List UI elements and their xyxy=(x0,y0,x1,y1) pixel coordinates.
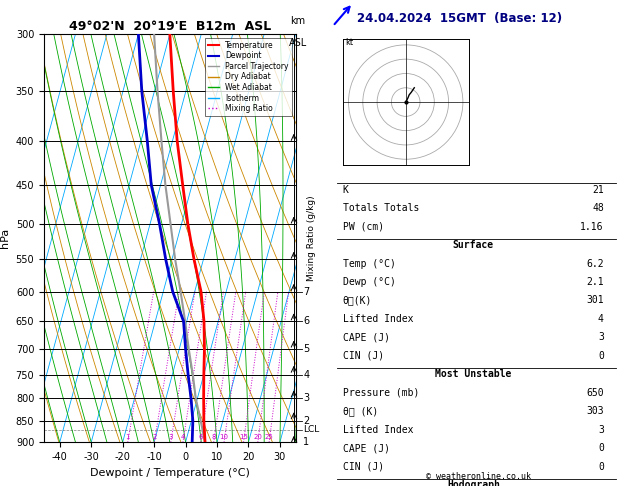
Text: Temp (°C): Temp (°C) xyxy=(343,259,396,269)
Text: km: km xyxy=(291,16,306,26)
Text: 650: 650 xyxy=(586,388,604,398)
Text: Most Unstable: Most Unstable xyxy=(435,369,511,380)
Text: 1.16: 1.16 xyxy=(581,222,604,232)
Text: 21: 21 xyxy=(592,185,604,195)
Text: 5: 5 xyxy=(303,344,309,354)
Y-axis label: hPa: hPa xyxy=(0,228,10,248)
Text: Pressure (mb): Pressure (mb) xyxy=(343,388,419,398)
Text: 24.04.2024  15GMT  (Base: 12): 24.04.2024 15GMT (Base: 12) xyxy=(357,12,562,25)
Text: Surface: Surface xyxy=(453,240,494,250)
Text: 15: 15 xyxy=(239,434,248,440)
Text: 1: 1 xyxy=(303,437,309,447)
Text: CIN (J): CIN (J) xyxy=(343,351,384,361)
Text: 7: 7 xyxy=(303,287,309,296)
Text: 301: 301 xyxy=(586,295,604,306)
Text: Lifted Index: Lifted Index xyxy=(343,425,413,435)
Text: 6: 6 xyxy=(198,434,203,440)
Text: 3: 3 xyxy=(598,332,604,343)
Text: 0: 0 xyxy=(598,462,604,472)
X-axis label: Dewpoint / Temperature (°C): Dewpoint / Temperature (°C) xyxy=(90,468,250,478)
Text: 3: 3 xyxy=(598,425,604,435)
Text: LCL: LCL xyxy=(303,425,320,434)
Text: 48: 48 xyxy=(592,203,604,213)
Text: PW (cm): PW (cm) xyxy=(343,222,384,232)
Text: 4: 4 xyxy=(181,434,185,440)
Text: θᴄ(K): θᴄ(K) xyxy=(343,295,372,306)
Title: 49°02'N  20°19'E  B12m  ASL: 49°02'N 20°19'E B12m ASL xyxy=(69,20,271,33)
Text: CAPE (J): CAPE (J) xyxy=(343,443,390,453)
Text: 2: 2 xyxy=(152,434,157,440)
Text: 303: 303 xyxy=(586,406,604,417)
Text: Lifted Index: Lifted Index xyxy=(343,314,413,324)
Legend: Temperature, Dewpoint, Parcel Trajectory, Dry Adiabat, Wet Adiabat, Isotherm, Mi: Temperature, Dewpoint, Parcel Trajectory… xyxy=(204,38,292,116)
Text: 6: 6 xyxy=(303,316,309,326)
Text: CIN (J): CIN (J) xyxy=(343,462,384,472)
Text: 3: 3 xyxy=(303,394,309,403)
Text: 6.2: 6.2 xyxy=(586,259,604,269)
Text: 2.1: 2.1 xyxy=(586,277,604,287)
Text: 25: 25 xyxy=(265,434,274,440)
Text: 10: 10 xyxy=(220,434,228,440)
Text: 4: 4 xyxy=(303,369,309,380)
Text: © weatheronline.co.uk: © weatheronline.co.uk xyxy=(426,472,530,481)
Text: ASL: ASL xyxy=(289,38,308,48)
Text: Mixing Ratio (g/kg): Mixing Ratio (g/kg) xyxy=(307,195,316,281)
Text: kt: kt xyxy=(346,38,353,47)
Text: 8: 8 xyxy=(211,434,216,440)
Text: CAPE (J): CAPE (J) xyxy=(343,332,390,343)
Text: Dewp (°C): Dewp (°C) xyxy=(343,277,396,287)
Text: 1: 1 xyxy=(126,434,130,440)
Text: 0: 0 xyxy=(598,443,604,453)
Text: Totals Totals: Totals Totals xyxy=(343,203,419,213)
Text: 0: 0 xyxy=(598,351,604,361)
Text: 2: 2 xyxy=(303,416,309,426)
Text: 4: 4 xyxy=(598,314,604,324)
Text: 3: 3 xyxy=(169,434,173,440)
Text: θᴄ (K): θᴄ (K) xyxy=(343,406,378,417)
Text: 20: 20 xyxy=(253,434,262,440)
Text: Hodograph: Hodograph xyxy=(447,480,500,486)
Text: K: K xyxy=(343,185,348,195)
